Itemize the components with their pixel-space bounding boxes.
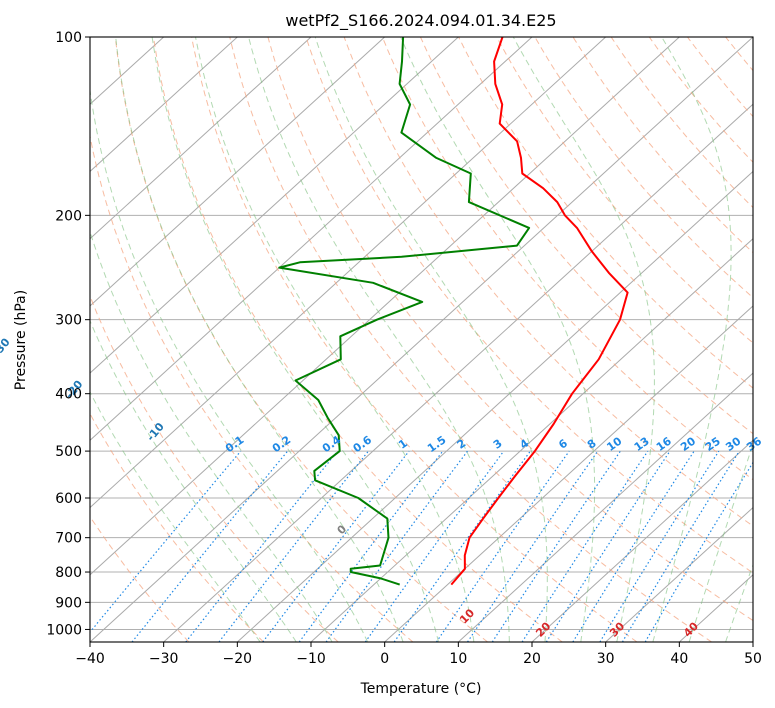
moist-adiabat-line <box>90 319 297 642</box>
dry-adiabat-line <box>90 515 190 642</box>
dry-adiabat-line <box>572 37 753 254</box>
plot-frame <box>89 36 754 643</box>
isotherm-line <box>90 37 312 240</box>
moist-adiabat-line <box>195 37 475 642</box>
dry-adiabat-line <box>114 37 488 642</box>
background-lines <box>90 37 753 642</box>
dry-adiabat-line <box>267 37 753 622</box>
y-tick-label: 800 <box>55 565 82 581</box>
y-tick-label: 600 <box>55 491 82 507</box>
x-tick-label: −30 <box>149 651 179 667</box>
mixing-ratio-line <box>90 450 242 633</box>
mixing-ratio-line <box>131 450 289 642</box>
y-tick-label: 500 <box>55 444 82 460</box>
mixing-ratio-line <box>364 450 505 642</box>
mixing-ratio-line <box>325 450 468 642</box>
dry-adiabat-line <box>343 37 753 527</box>
axes: −40 −30 −20 −10 0 10 20 30 40 50 1000 900 800 700 600 5… <box>46 30 762 667</box>
x-tick-label: 40 <box>670 651 688 667</box>
dry-adiabat-line <box>90 412 264 642</box>
isotherm-line <box>384 305 753 642</box>
x-tick-label: 10 <box>449 651 467 667</box>
moist-adiabat-line <box>725 563 753 642</box>
isotherm-line <box>90 37 459 374</box>
dry-adiabat-line <box>191 37 638 642</box>
y-tick-label: 900 <box>55 595 82 611</box>
moist-adiabat-line <box>688 442 753 642</box>
mixing-ratio-line <box>467 450 599 642</box>
mixing-ratio-line <box>185 450 339 642</box>
x-tick-label: 0 <box>380 651 389 667</box>
isotherm-line <box>90 37 386 307</box>
x-tick-label: −10 <box>296 651 326 667</box>
temperature-profile <box>450 37 629 586</box>
moist-adiabat-line <box>115 37 404 642</box>
y-tick-label: 200 <box>55 208 82 224</box>
mixing-ratio-line <box>393 450 531 642</box>
y-tick-label: 300 <box>55 313 82 329</box>
moist-adiabat-line <box>248 37 510 642</box>
dry-adiabat-line <box>610 37 753 209</box>
moist-adiabat-line <box>652 37 732 642</box>
isotherm-line <box>90 37 607 509</box>
chart-title: wetPf2_S166.2024.094.01.34.E25 <box>285 11 556 31</box>
isotherm-line <box>605 506 753 642</box>
dry-adiabat-line <box>496 37 753 344</box>
moist-adiabat-line <box>314 37 548 642</box>
isotherm-line <box>90 37 238 173</box>
x-axis-label: Temperature (°C) <box>360 681 482 697</box>
dry-adiabat-line <box>229 37 712 642</box>
y-tick-label: 100 <box>55 30 82 46</box>
isotherm-line <box>90 37 753 642</box>
dry-adiabat-line <box>153 37 563 642</box>
isotherm-line <box>90 37 533 442</box>
y-tick-label: 1000 <box>46 622 82 638</box>
isotherm-line <box>236 170 753 642</box>
mixing-ratio-line <box>435 450 570 642</box>
y-tick-label: 700 <box>55 531 82 547</box>
x-tick-label: −20 <box>223 651 253 667</box>
y-axis-label: Pressure (hPa) <box>13 290 29 390</box>
mixing-ratio-line <box>521 450 649 642</box>
dry-adiabat-line <box>305 37 753 574</box>
dewpoint-profile <box>278 37 531 586</box>
x-tick-label: 20 <box>523 651 541 667</box>
mixing-ratio-line <box>545 450 671 642</box>
isotherm-line <box>310 237 753 642</box>
moist-adiabat-line <box>90 390 261 642</box>
moist-adiabat-line <box>400 37 596 642</box>
isotherm-line <box>531 439 753 642</box>
isotherm-line <box>90 37 680 576</box>
dry-adiabat-line <box>90 294 339 642</box>
y-tick-label: 400 <box>55 387 82 403</box>
mixing-ratio-line <box>572 450 695 642</box>
moist-adiabat-line <box>151 37 439 642</box>
dry-adiabat-line <box>420 37 753 435</box>
x-tick-label: −40 <box>75 651 105 667</box>
x-tick-label: 50 <box>744 651 762 667</box>
profile-lines <box>278 37 629 586</box>
dry-adiabat-line <box>381 37 753 481</box>
moist-adiabat-line <box>90 86 369 642</box>
isotherm-line <box>457 372 753 642</box>
isotherm-line <box>163 103 753 642</box>
mixing-ratio-line <box>298 450 444 642</box>
mixing-ratio-line <box>491 450 621 642</box>
mixing-ratio-line <box>262 450 410 642</box>
mixing-ratio-line <box>621 450 740 642</box>
x-tick-label: 30 <box>597 651 615 667</box>
